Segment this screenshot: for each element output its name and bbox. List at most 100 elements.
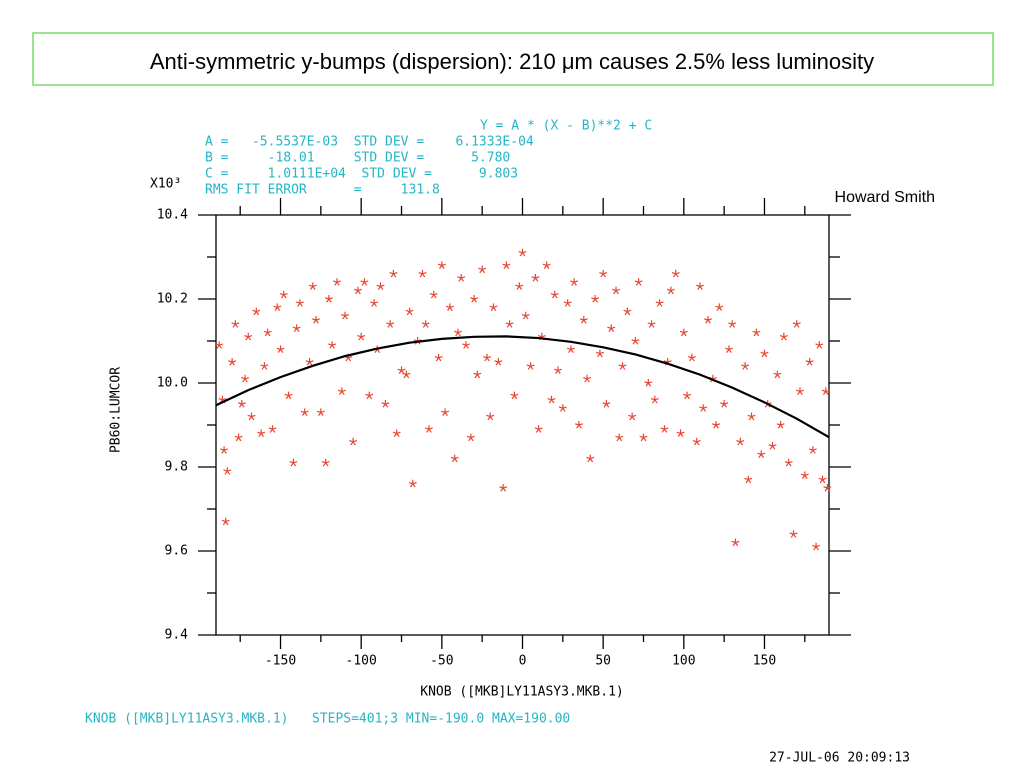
data-point (683, 391, 692, 400)
data-point (747, 412, 756, 421)
data-point (784, 458, 793, 467)
data-point (295, 299, 304, 307)
data-point (821, 387, 830, 395)
data-point (502, 261, 511, 269)
data-point (473, 370, 482, 379)
footer: KNOB ([MKB]LY11ASY3.MKB.1) STEPS=401;3 M… (85, 712, 570, 727)
x-tick-label: -150 (265, 654, 296, 669)
data-point (215, 341, 224, 349)
data-point (550, 290, 559, 299)
data-point (731, 538, 740, 547)
data-point (241, 374, 250, 383)
data-point (418, 269, 427, 278)
data-point (445, 303, 454, 311)
data-point (542, 261, 551, 269)
data-point (679, 328, 688, 337)
data-point (360, 278, 369, 286)
data-point (558, 404, 567, 412)
data-point (237, 399, 246, 408)
title-box (32, 32, 994, 86)
data-point (639, 433, 648, 442)
data-point (223, 467, 232, 475)
data-point (808, 446, 817, 454)
data-point (357, 332, 366, 341)
data-point (231, 320, 240, 328)
fit-equation: Y = A * (X - B)**2 + C (480, 119, 652, 134)
data-point (437, 261, 446, 269)
data-point (715, 303, 724, 311)
data-point (526, 362, 535, 370)
data-point (776, 420, 785, 429)
plot-frame (215, 214, 830, 636)
data-point (712, 420, 721, 429)
data-point (284, 391, 293, 400)
y-tick-label: 10.4 (157, 208, 188, 223)
data-point (823, 483, 832, 492)
data-point (591, 294, 600, 303)
data-point (547, 395, 556, 404)
data-point (470, 294, 479, 303)
data-point (370, 299, 379, 307)
data-point (289, 458, 298, 467)
data-point (628, 412, 637, 421)
data-point (424, 425, 433, 433)
data-point (666, 286, 675, 295)
data-point (570, 278, 579, 286)
data-point (586, 454, 595, 463)
data-point (279, 290, 288, 299)
timestamp: 27-JUL-06 20:09:13 (769, 751, 910, 766)
data-point (634, 278, 643, 286)
data-point (489, 303, 498, 311)
data-point (602, 399, 611, 408)
data-point (779, 332, 788, 341)
data-point (273, 303, 282, 311)
data-point (341, 311, 350, 320)
data-point (292, 324, 301, 332)
data-point (349, 437, 358, 446)
data-point (644, 378, 653, 387)
data-point (792, 320, 801, 328)
data-point (574, 420, 583, 429)
fit-error: RMS FIT ERROR = 131.8 (205, 183, 440, 198)
data-point (699, 404, 708, 412)
y-tick-label: 10.0 (157, 376, 188, 391)
data-point (599, 269, 608, 278)
data-point (818, 475, 827, 484)
data-point (244, 332, 253, 341)
x-tick-label: 50 (595, 654, 611, 669)
data-point (563, 299, 572, 307)
data-point (337, 387, 346, 395)
data-point (499, 483, 508, 492)
y-scale-label: X10³ (150, 177, 181, 192)
data-point (583, 374, 592, 383)
data-point (795, 387, 804, 395)
data-point (312, 315, 321, 324)
data-point (389, 269, 398, 278)
data-point (695, 282, 704, 290)
data-point (365, 391, 374, 400)
data-point (257, 429, 266, 437)
data-point (316, 408, 325, 416)
data-point (744, 475, 753, 484)
data-point (429, 290, 438, 299)
data-point (402, 370, 411, 379)
data-point (434, 353, 443, 362)
data-point (752, 328, 761, 337)
x-tick-label: -50 (430, 654, 453, 669)
data-point (812, 542, 821, 551)
data-point (321, 458, 330, 467)
data-point (647, 320, 656, 328)
data-point (687, 353, 696, 362)
data-point (505, 320, 514, 328)
data-point (720, 399, 729, 408)
x-axis-label: KNOB ([MKB]LY11ASY3.MKB.1) (420, 685, 624, 700)
data-point (741, 362, 750, 370)
data-point (607, 324, 616, 332)
data-point (566, 345, 575, 353)
y-tick-label: 10.2 (157, 292, 188, 307)
data-point (300, 408, 309, 416)
data-point (595, 349, 604, 358)
data-point (736, 437, 745, 446)
data-point (263, 328, 272, 337)
data-point (328, 341, 337, 349)
